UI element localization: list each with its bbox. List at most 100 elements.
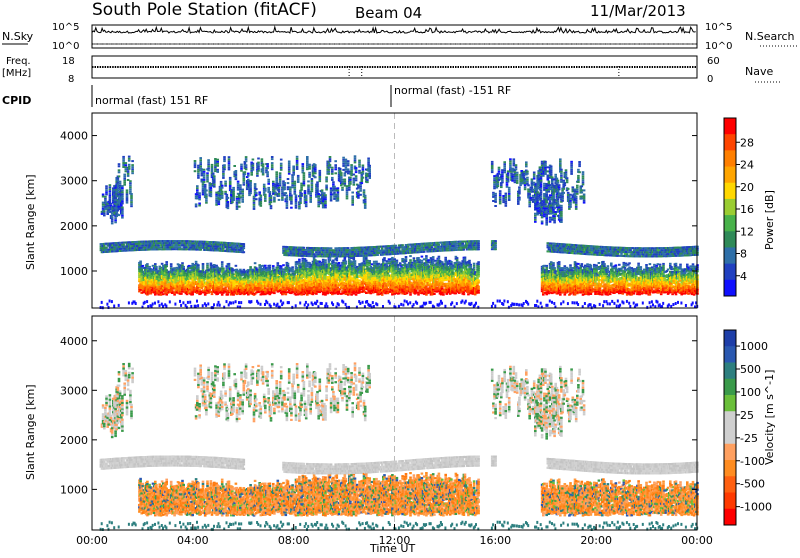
power-cell [296, 168, 299, 170]
power-cell [299, 251, 302, 253]
power-cell [213, 180, 216, 182]
power-cell [262, 169, 265, 171]
power-cell [355, 171, 358, 173]
nsearch-label: N.Search [745, 30, 795, 43]
power-cell [177, 246, 180, 248]
power-cell [229, 181, 232, 183]
power-cell [331, 179, 334, 181]
power-cell [232, 269, 235, 271]
power-cell [368, 169, 371, 171]
power-cell [205, 304, 207, 307]
power-cell [295, 304, 297, 307]
power-cell [303, 293, 306, 295]
power-cell [227, 203, 230, 205]
power-cell [357, 197, 360, 199]
power-cell [282, 246, 285, 248]
power-cell [292, 174, 295, 176]
power-cell [222, 171, 225, 173]
power-cell [171, 248, 174, 250]
power-cell [246, 188, 249, 190]
power-cell [260, 205, 263, 207]
power-cell [237, 247, 240, 249]
power-cell [256, 175, 259, 177]
power-cell [165, 305, 167, 308]
power-cell [109, 199, 112, 201]
power-cell [271, 156, 274, 158]
power-cell [229, 179, 232, 181]
power-cell [275, 173, 278, 175]
power-cell [243, 247, 246, 249]
power-cell [121, 250, 124, 252]
power-cell [216, 159, 219, 161]
power-cell [294, 185, 297, 187]
power-cell [322, 259, 325, 261]
power-cell [196, 187, 199, 189]
power-cell [232, 199, 235, 201]
power-cell [345, 165, 348, 167]
power-cell [257, 166, 260, 168]
power-cell [224, 191, 227, 193]
power-cell [219, 304, 221, 307]
power-cell [366, 181, 369, 183]
nsky-panel-frame [92, 25, 697, 48]
power-cell [308, 278, 311, 280]
power-cell [286, 205, 289, 207]
power-cell [325, 180, 328, 182]
power-cell [316, 276, 319, 278]
power-cell [240, 164, 243, 166]
power-cell [131, 166, 134, 168]
power-cell [241, 249, 244, 251]
power-cell [154, 263, 157, 265]
power-cell [354, 161, 357, 163]
power-cell [129, 180, 132, 182]
power-cell [122, 156, 125, 158]
power-cell [334, 172, 337, 174]
power-cell [249, 184, 252, 186]
power-cell [210, 189, 213, 191]
power-cell [102, 196, 105, 198]
power-cell [139, 261, 142, 263]
power-cell [311, 184, 314, 186]
power-cell [218, 284, 221, 286]
power-cell [144, 301, 146, 304]
power-cell [363, 249, 366, 251]
power-cell [128, 156, 131, 158]
power-cell [363, 191, 366, 193]
power-cell [302, 167, 305, 169]
power-cell [333, 196, 336, 198]
power-cell [341, 189, 344, 191]
power-cell [203, 173, 206, 175]
power-cell [316, 185, 319, 187]
power-cell [198, 192, 201, 194]
power-cell [271, 162, 274, 164]
power-cell [228, 156, 231, 158]
power-cell [278, 189, 281, 191]
power-cell [272, 181, 275, 183]
power-cell [331, 169, 334, 171]
power-cell [214, 166, 217, 168]
power-cell [201, 168, 204, 170]
power-cell [338, 262, 341, 264]
power-cell [103, 214, 106, 216]
power-cell [333, 186, 336, 188]
power-cell [364, 197, 367, 199]
power-cell [314, 176, 317, 178]
power-cell [325, 189, 328, 191]
power-cell [210, 263, 213, 265]
power-cell [210, 187, 213, 189]
power-cell [295, 201, 298, 203]
power-cell [210, 183, 213, 185]
power-cell [341, 179, 344, 181]
power-cell [272, 265, 275, 267]
power-cell [363, 260, 366, 262]
power-cell [123, 182, 126, 184]
power-cell [210, 269, 213, 271]
power-cell [174, 280, 177, 282]
power-cell [152, 303, 154, 306]
power-cell [333, 286, 336, 288]
power-cell [214, 162, 217, 164]
power-cell [280, 267, 283, 269]
power-cell [103, 212, 106, 214]
power-cell [180, 304, 182, 307]
power-cell [344, 181, 347, 183]
